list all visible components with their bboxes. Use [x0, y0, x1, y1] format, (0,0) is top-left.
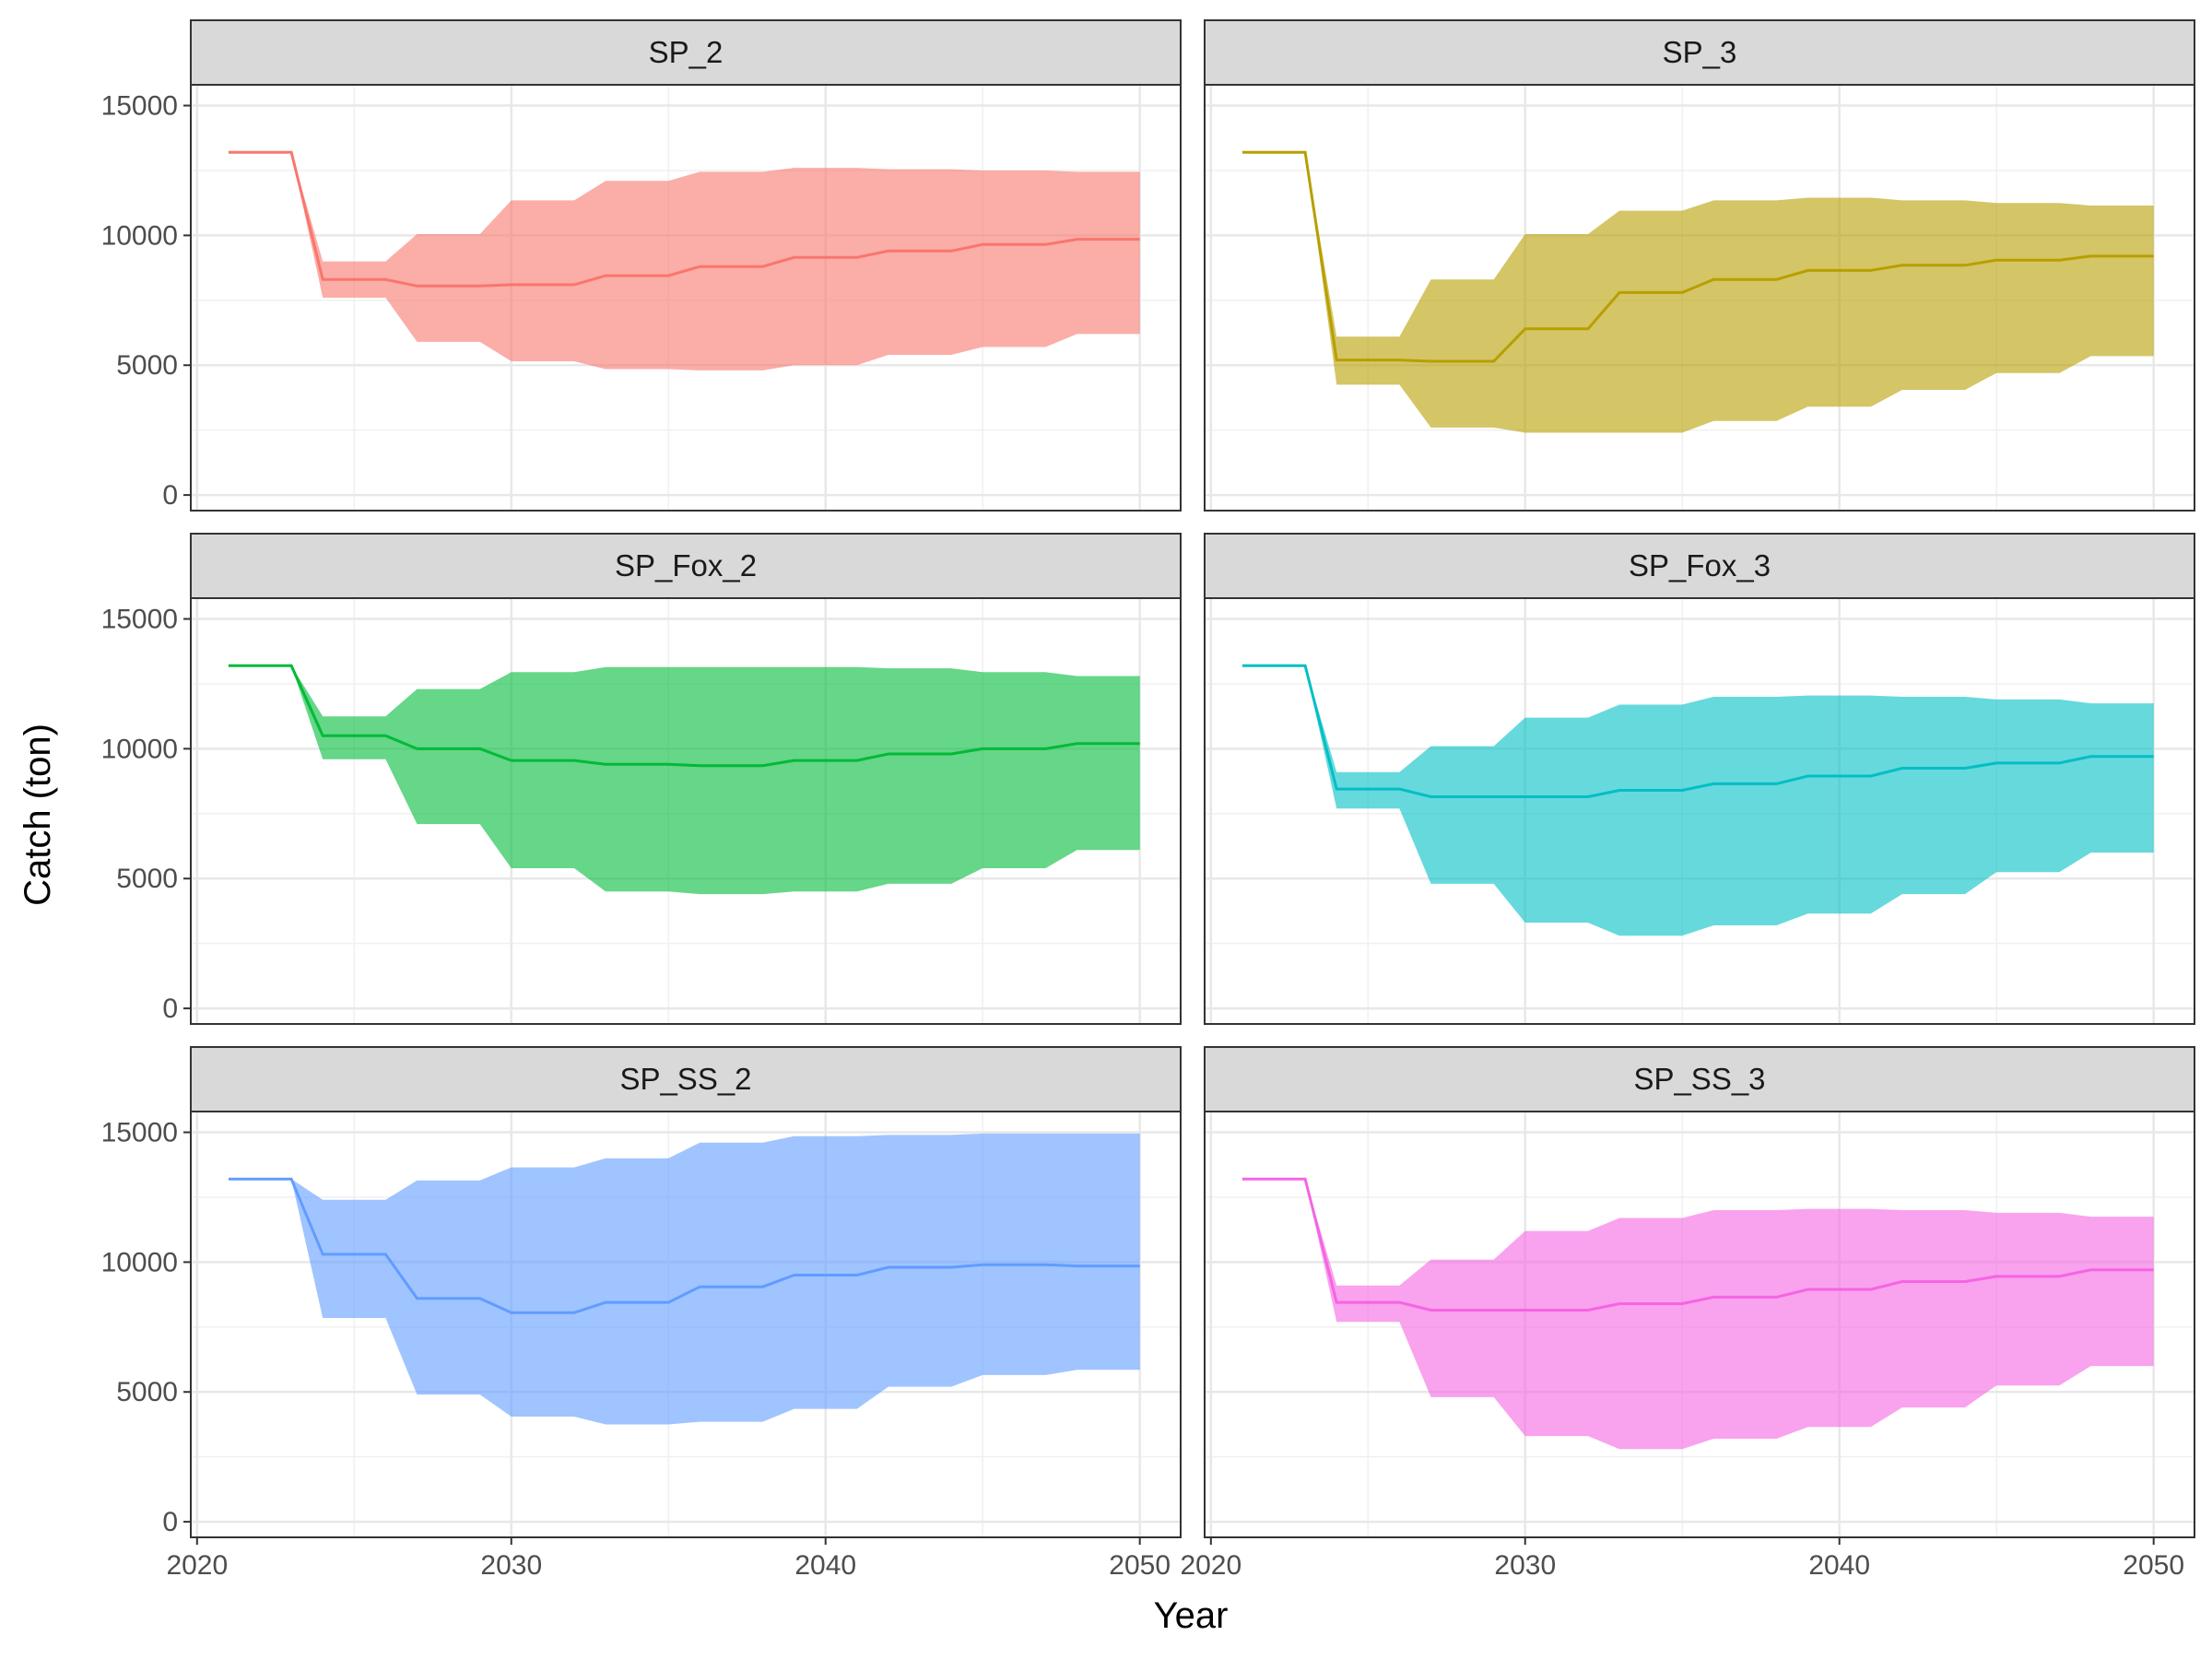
- facet-strip-label: SP_3: [1663, 35, 1737, 69]
- median-line: [228, 150, 1140, 288]
- x-tick-label: 2030: [480, 1550, 542, 1581]
- facet-strip: [190, 19, 1182, 86]
- x-tick-label: 2020: [1180, 1550, 1241, 1581]
- ribbon-band: [228, 665, 1140, 895]
- panel-sp-ss-2: SP_SS_2 0 5000 10000 15000 2020 2030 2040 2050: [101, 1046, 1182, 1581]
- y-tick-label: 15000: [101, 605, 178, 635]
- x-axis-title: Year: [1154, 1595, 1229, 1636]
- panel-border: [1204, 597, 2195, 1025]
- y-tick-label: 0: [162, 994, 178, 1024]
- y-tick-label: 0: [162, 1507, 178, 1537]
- panel-sp-2: SP_2 0 5000 10000 15000: [101, 19, 1182, 512]
- ribbon-band: [1241, 1179, 2154, 1450]
- facet-strip-label: SP_Fox_2: [615, 548, 757, 582]
- y-tick-label: 5000: [116, 1377, 178, 1407]
- facet-strip-label: SP_2: [649, 35, 724, 69]
- facet-strip: [1204, 19, 2195, 86]
- panel-border: [1204, 1111, 2195, 1538]
- panel-border: [190, 84, 1182, 512]
- panel-border: [1204, 84, 2195, 512]
- panel-border: [190, 1111, 1182, 1538]
- median-line: [228, 664, 1140, 768]
- x-tick-label: 2020: [166, 1550, 228, 1581]
- x-tick-label: 2040: [794, 1550, 856, 1581]
- facet-strip-label: SP_Fox_3: [1629, 548, 1771, 582]
- ribbon-band: [228, 152, 1140, 371]
- x-tick-label: 2040: [1808, 1550, 1870, 1581]
- panel-sp-fox-2: SP_Fox_2 0 5000 10000 15000: [101, 533, 1182, 1025]
- ribbon-band: [228, 1133, 1140, 1425]
- y-tick-label: 5000: [116, 864, 178, 894]
- ribbon-band: [1241, 665, 2154, 936]
- y-tick-label: 10000: [101, 734, 178, 764]
- facet-strip: [1204, 533, 2195, 599]
- y-axis-title: Catch (ton): [18, 724, 58, 906]
- facet-panels: SP_2 0 5000 10000 15000 SP_3 SP_Fox_2 0 5000 1000…: [101, 19, 2195, 1581]
- panel-border: [190, 597, 1182, 1025]
- facet-strip-label: SP_SS_2: [619, 1062, 751, 1096]
- y-tick-label: 10000: [101, 1247, 178, 1277]
- facet-strip-label: SP_SS_3: [1633, 1062, 1765, 1096]
- y-tick-label: 5000: [116, 350, 178, 381]
- x-tick-label: 2050: [2123, 1550, 2184, 1581]
- median-line: [228, 1177, 1140, 1314]
- median-line: [1241, 150, 2154, 363]
- median-line: [1241, 1177, 2154, 1312]
- panel-sp-fox-3: SP_Fox_3: [1204, 533, 2195, 1025]
- y-tick-label: 10000: [101, 220, 178, 251]
- x-tick-label: 2030: [1494, 1550, 1556, 1581]
- panel-sp-ss-3: SP_SS_3 2020 2030 2040 2050: [1180, 1046, 2195, 1581]
- y-tick-label: 0: [162, 480, 178, 511]
- facet-strip: [190, 533, 1182, 599]
- x-tick-label: 2050: [1109, 1550, 1171, 1581]
- panel-sp-3: SP_3: [1204, 19, 2195, 512]
- median-line: [1241, 664, 2154, 798]
- y-tick-label: 15000: [101, 1118, 178, 1148]
- y-tick-label: 15000: [101, 91, 178, 122]
